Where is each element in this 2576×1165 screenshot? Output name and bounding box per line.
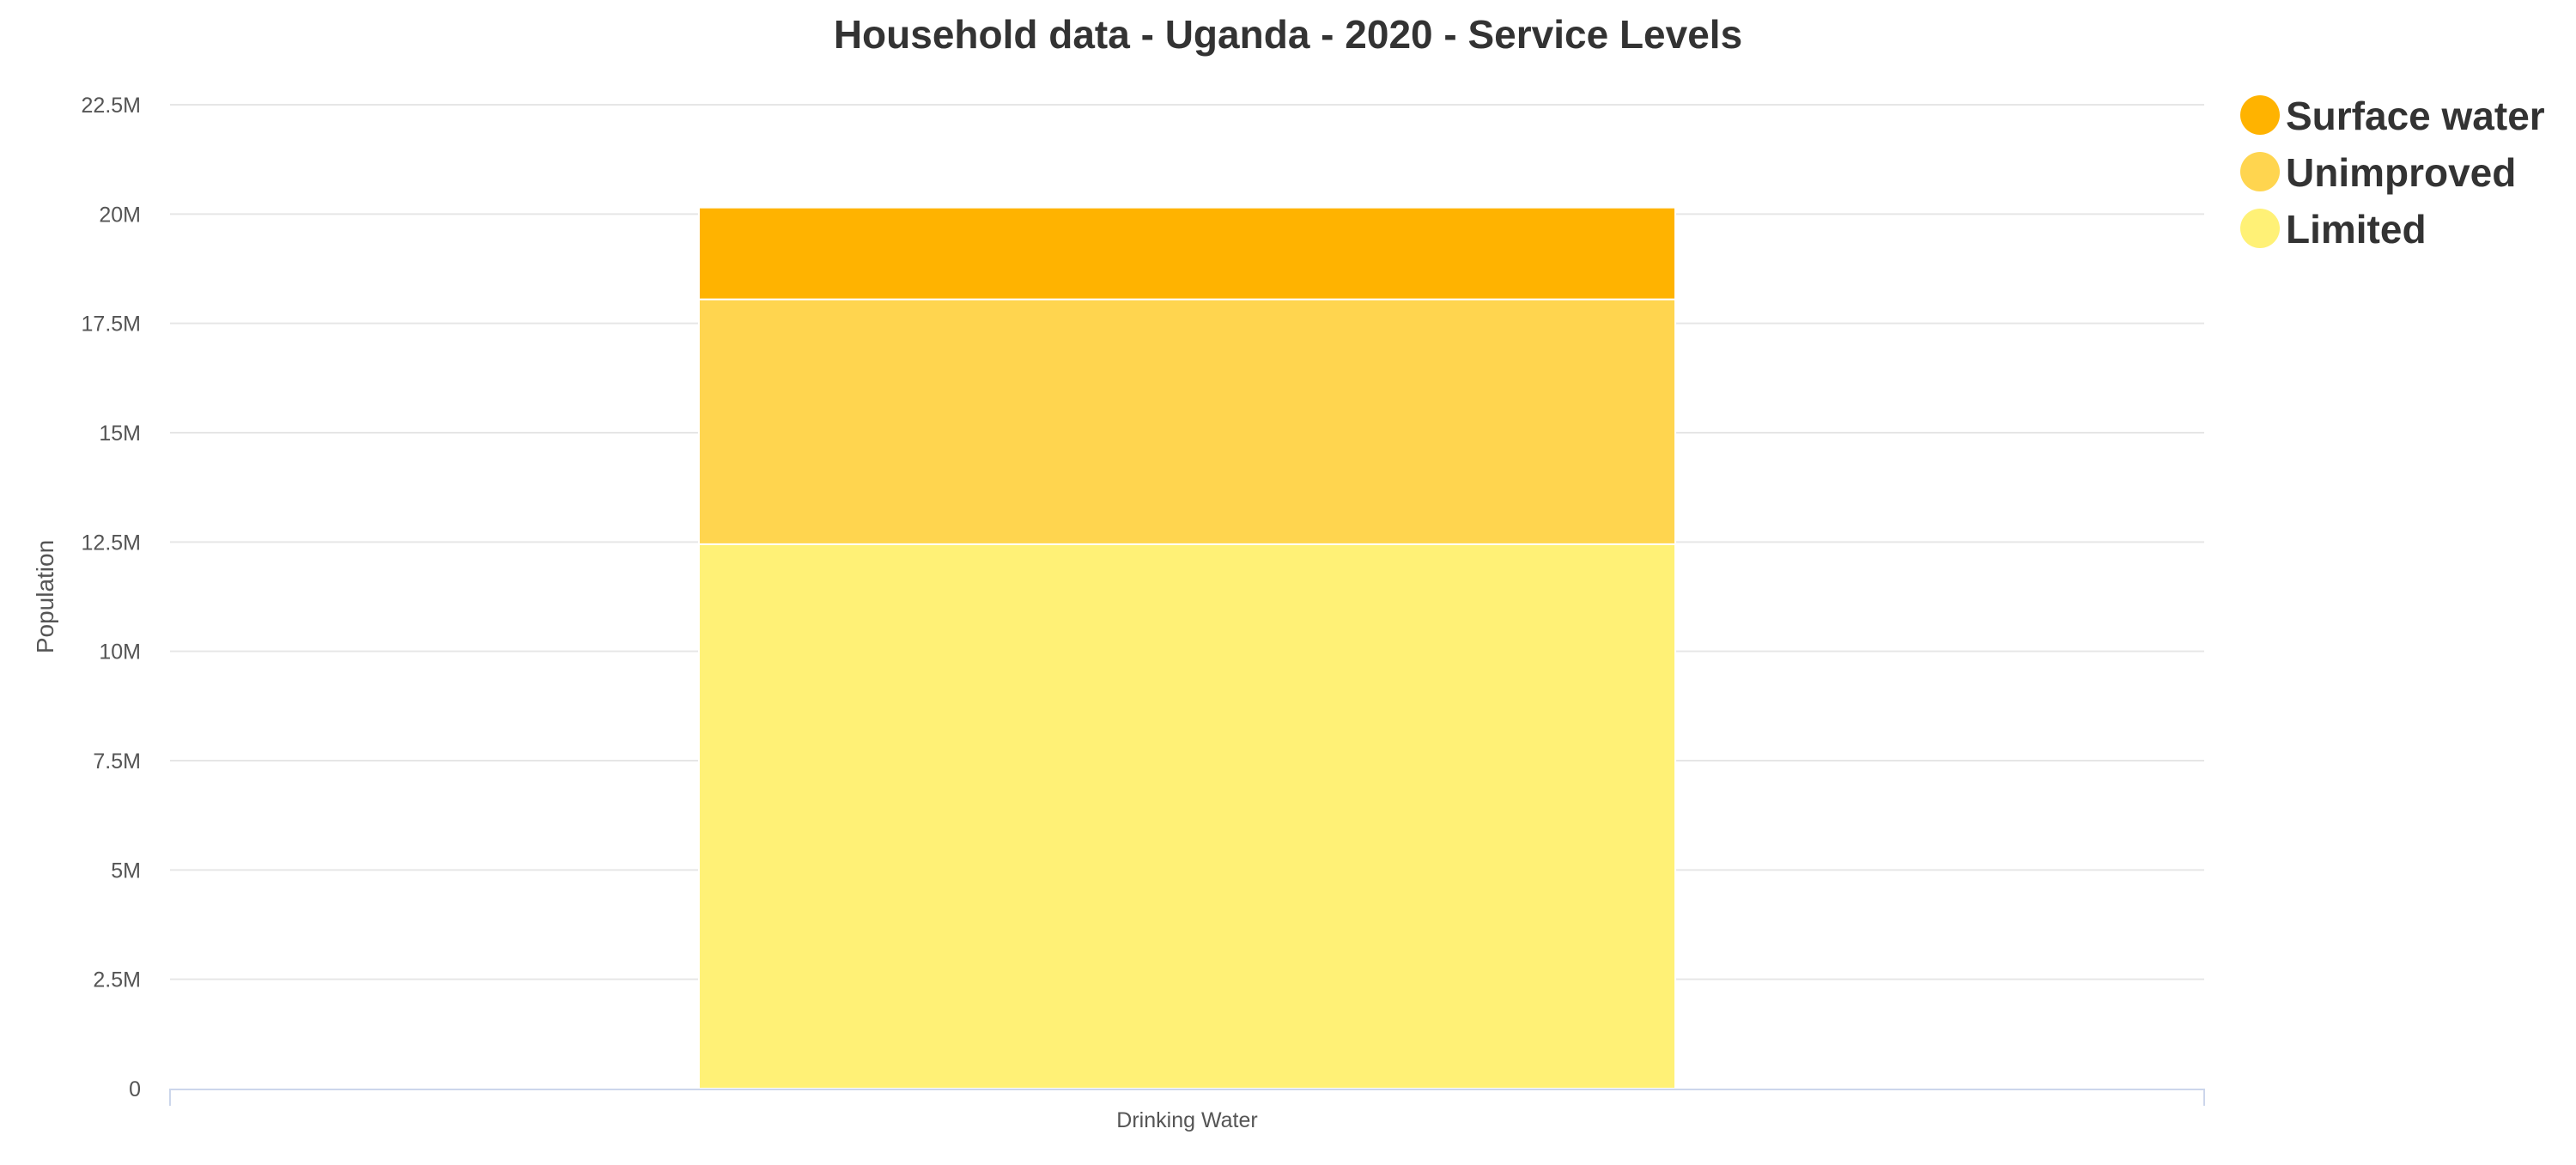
y-tick-label: 12.5M xyxy=(82,531,141,555)
x-category-label: Drinking Water xyxy=(1116,1108,1257,1132)
legend-item-surface-water[interactable]: Surface water xyxy=(2240,94,2545,138)
chart-title: Household data - Uganda - 2020 - Service… xyxy=(834,12,1742,57)
legend-marker xyxy=(2240,95,2280,135)
y-tick-label: 20M xyxy=(99,203,141,227)
y-tick-label: 10M xyxy=(99,640,141,664)
y-tick-label: 0 xyxy=(129,1077,141,1101)
legend-label: Unimproved xyxy=(2286,150,2516,195)
y-tick-label: 2.5M xyxy=(93,968,141,992)
legend-item-unimproved[interactable]: Unimproved xyxy=(2240,150,2516,195)
y-tick-label: 22.5M xyxy=(82,94,141,118)
y-tick-label: 15M xyxy=(99,422,141,446)
y-tick-label: 7.5M xyxy=(93,749,141,774)
bar-segment-limited[interactable] xyxy=(699,544,1675,1089)
legend-item-limited[interactable]: Limited xyxy=(2240,207,2427,252)
legend-marker xyxy=(2240,209,2280,248)
legend-label: Surface water xyxy=(2286,94,2545,138)
legend-label: Limited xyxy=(2286,207,2427,252)
y-axis-ticks: 0 2.5M 5M 7.5M 10M 12.5M 15M 17.5M 20M 22.5M xyxy=(82,94,141,1101)
y-tick-label: 5M xyxy=(111,859,141,883)
x-axis: Drinking Water xyxy=(170,1089,2204,1132)
legend-marker xyxy=(2240,152,2280,191)
bar-segment-unimproved[interactable] xyxy=(699,300,1675,544)
y-axis-title: Population xyxy=(32,540,58,653)
y-tick-label: 17.5M xyxy=(82,312,141,337)
bar-segment-surface-water[interactable] xyxy=(699,208,1675,300)
legend: Surface water Unimproved Limited xyxy=(2240,94,2545,252)
bar-stack xyxy=(699,208,1675,1089)
